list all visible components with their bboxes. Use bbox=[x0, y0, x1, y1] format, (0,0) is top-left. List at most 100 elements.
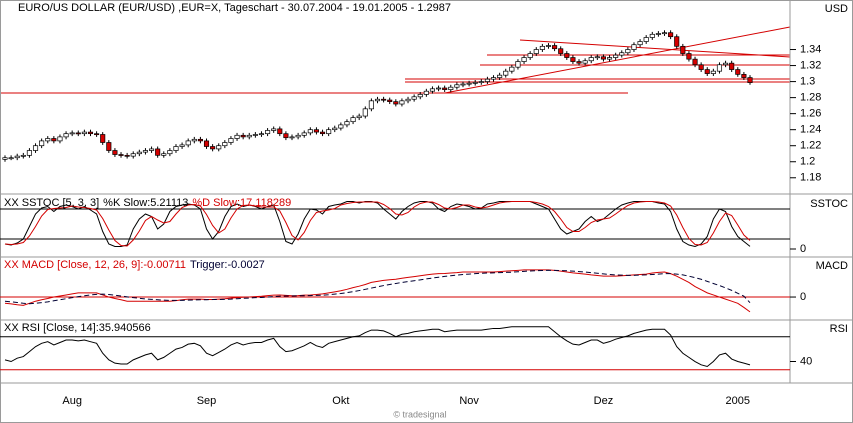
candle-body bbox=[124, 154, 130, 157]
candle-body bbox=[558, 48, 564, 54]
candle-body bbox=[14, 155, 20, 159]
candle-body bbox=[625, 49, 631, 54]
candle-body bbox=[710, 70, 716, 74]
candle-body bbox=[100, 134, 106, 143]
candle-body bbox=[729, 62, 735, 70]
panel-label: RSI bbox=[830, 323, 848, 335]
candle-body bbox=[619, 52, 625, 56]
y-tick-label: 1.28 bbox=[800, 92, 821, 104]
legend-title: XX SSTOC [5, 3, 3] bbox=[4, 197, 99, 209]
y-tick-label: 1.22 bbox=[800, 140, 821, 152]
candle-body bbox=[240, 134, 246, 138]
candle-body bbox=[399, 100, 405, 105]
candle-body bbox=[545, 45, 552, 47]
candle-body bbox=[356, 115, 362, 119]
candle-body bbox=[741, 74, 747, 78]
candle-body bbox=[411, 96, 417, 100]
candle-body bbox=[39, 140, 45, 147]
y-tick-label: 1.32 bbox=[800, 59, 821, 71]
candle-body bbox=[265, 130, 271, 135]
candle-body bbox=[723, 62, 729, 66]
candle-body bbox=[142, 150, 149, 153]
candle-body bbox=[374, 98, 381, 102]
candle-body bbox=[136, 151, 142, 155]
candle-body bbox=[20, 154, 26, 157]
candle-body bbox=[533, 49, 539, 54]
candle-body bbox=[173, 146, 179, 151]
candle-body bbox=[197, 138, 203, 142]
x-tick-label: Sep bbox=[197, 395, 217, 407]
candle-body bbox=[643, 37, 649, 42]
y-tick-label: 0 bbox=[800, 291, 806, 303]
candle-body bbox=[81, 131, 87, 135]
x-tick-label: Okt bbox=[332, 395, 349, 407]
candle-body bbox=[429, 88, 436, 92]
legend: XX MACD [Close, 12, 26, 9]:-0.00711 Trigg… bbox=[4, 259, 265, 271]
candle-body bbox=[466, 82, 472, 85]
chart-title: EURO/US DOLLAR (EUR/USD) ,EUR=X, Tagesch… bbox=[18, 2, 451, 14]
candle-body bbox=[552, 45, 558, 50]
candle-body bbox=[179, 144, 185, 147]
candle-body bbox=[307, 129, 313, 134]
unit-label: USD bbox=[825, 3, 848, 15]
candle-body bbox=[460, 83, 466, 86]
candle-body bbox=[515, 61, 521, 68]
candle-body bbox=[2, 157, 8, 160]
y-tick-label: 0 bbox=[800, 243, 806, 255]
candle-body bbox=[692, 58, 698, 66]
y-tick-label: 1.34 bbox=[800, 43, 821, 55]
candle-body bbox=[118, 154, 124, 156]
legend-entry: XX MACD [Close, 12, 26, 9]:-0.00711 bbox=[4, 259, 186, 271]
candle-body bbox=[234, 134, 240, 139]
x-tick-label: Aug bbox=[62, 395, 82, 407]
panel-label: MACD bbox=[816, 260, 848, 272]
candle-body bbox=[149, 148, 155, 151]
candle-body bbox=[631, 44, 637, 50]
candle-body bbox=[387, 99, 393, 102]
candle-body bbox=[283, 133, 289, 139]
candle-body bbox=[668, 32, 674, 38]
candle-body bbox=[613, 54, 619, 58]
candle-body bbox=[130, 153, 136, 157]
series-line bbox=[4, 201, 751, 248]
candle-body bbox=[216, 145, 222, 150]
candle-body bbox=[161, 153, 167, 156]
y-tick-label: 1.2 bbox=[800, 156, 815, 168]
candle-body bbox=[686, 53, 692, 60]
candle-body bbox=[423, 90, 429, 95]
candle-body bbox=[51, 138, 57, 142]
series-line bbox=[4, 269, 751, 305]
candle-body bbox=[564, 53, 570, 58]
candle-body bbox=[680, 45, 686, 54]
legend: XX SSTOC [5, 3, 3] %K Slow:5.21113 %D Slow… bbox=[4, 197, 291, 209]
candle-body bbox=[674, 36, 680, 47]
candle-body bbox=[32, 145, 39, 151]
candle-body bbox=[271, 128, 277, 131]
candle-body bbox=[289, 136, 295, 139]
candle-body bbox=[344, 121, 350, 126]
candle-body bbox=[576, 61, 582, 64]
y-tick-label: 1.18 bbox=[800, 172, 821, 184]
candle-body bbox=[649, 33, 655, 38]
candle-body bbox=[63, 133, 69, 138]
candle-body bbox=[448, 86, 454, 90]
candle-body bbox=[417, 94, 423, 98]
candle-body bbox=[442, 87, 448, 90]
y-tick-label: 40 bbox=[800, 355, 812, 367]
candle-body bbox=[319, 131, 326, 135]
candle-body bbox=[594, 56, 600, 59]
candle-body bbox=[362, 108, 368, 117]
candle-body bbox=[497, 74, 503, 78]
y-tick-label: 1.26 bbox=[800, 108, 821, 120]
candle-body bbox=[57, 136, 63, 142]
candle-body bbox=[295, 134, 301, 138]
y-tick-label: 1.24 bbox=[800, 124, 821, 136]
legend-entry: XX RSI [Close, 14]:35.940566 bbox=[4, 322, 151, 334]
candle-body bbox=[747, 77, 753, 83]
candle-body bbox=[252, 134, 258, 136]
series-line bbox=[4, 326, 751, 368]
candle-body bbox=[503, 70, 509, 76]
candle-body bbox=[75, 132, 81, 135]
legend-entry: %K Slow:5.21113 bbox=[103, 197, 188, 209]
